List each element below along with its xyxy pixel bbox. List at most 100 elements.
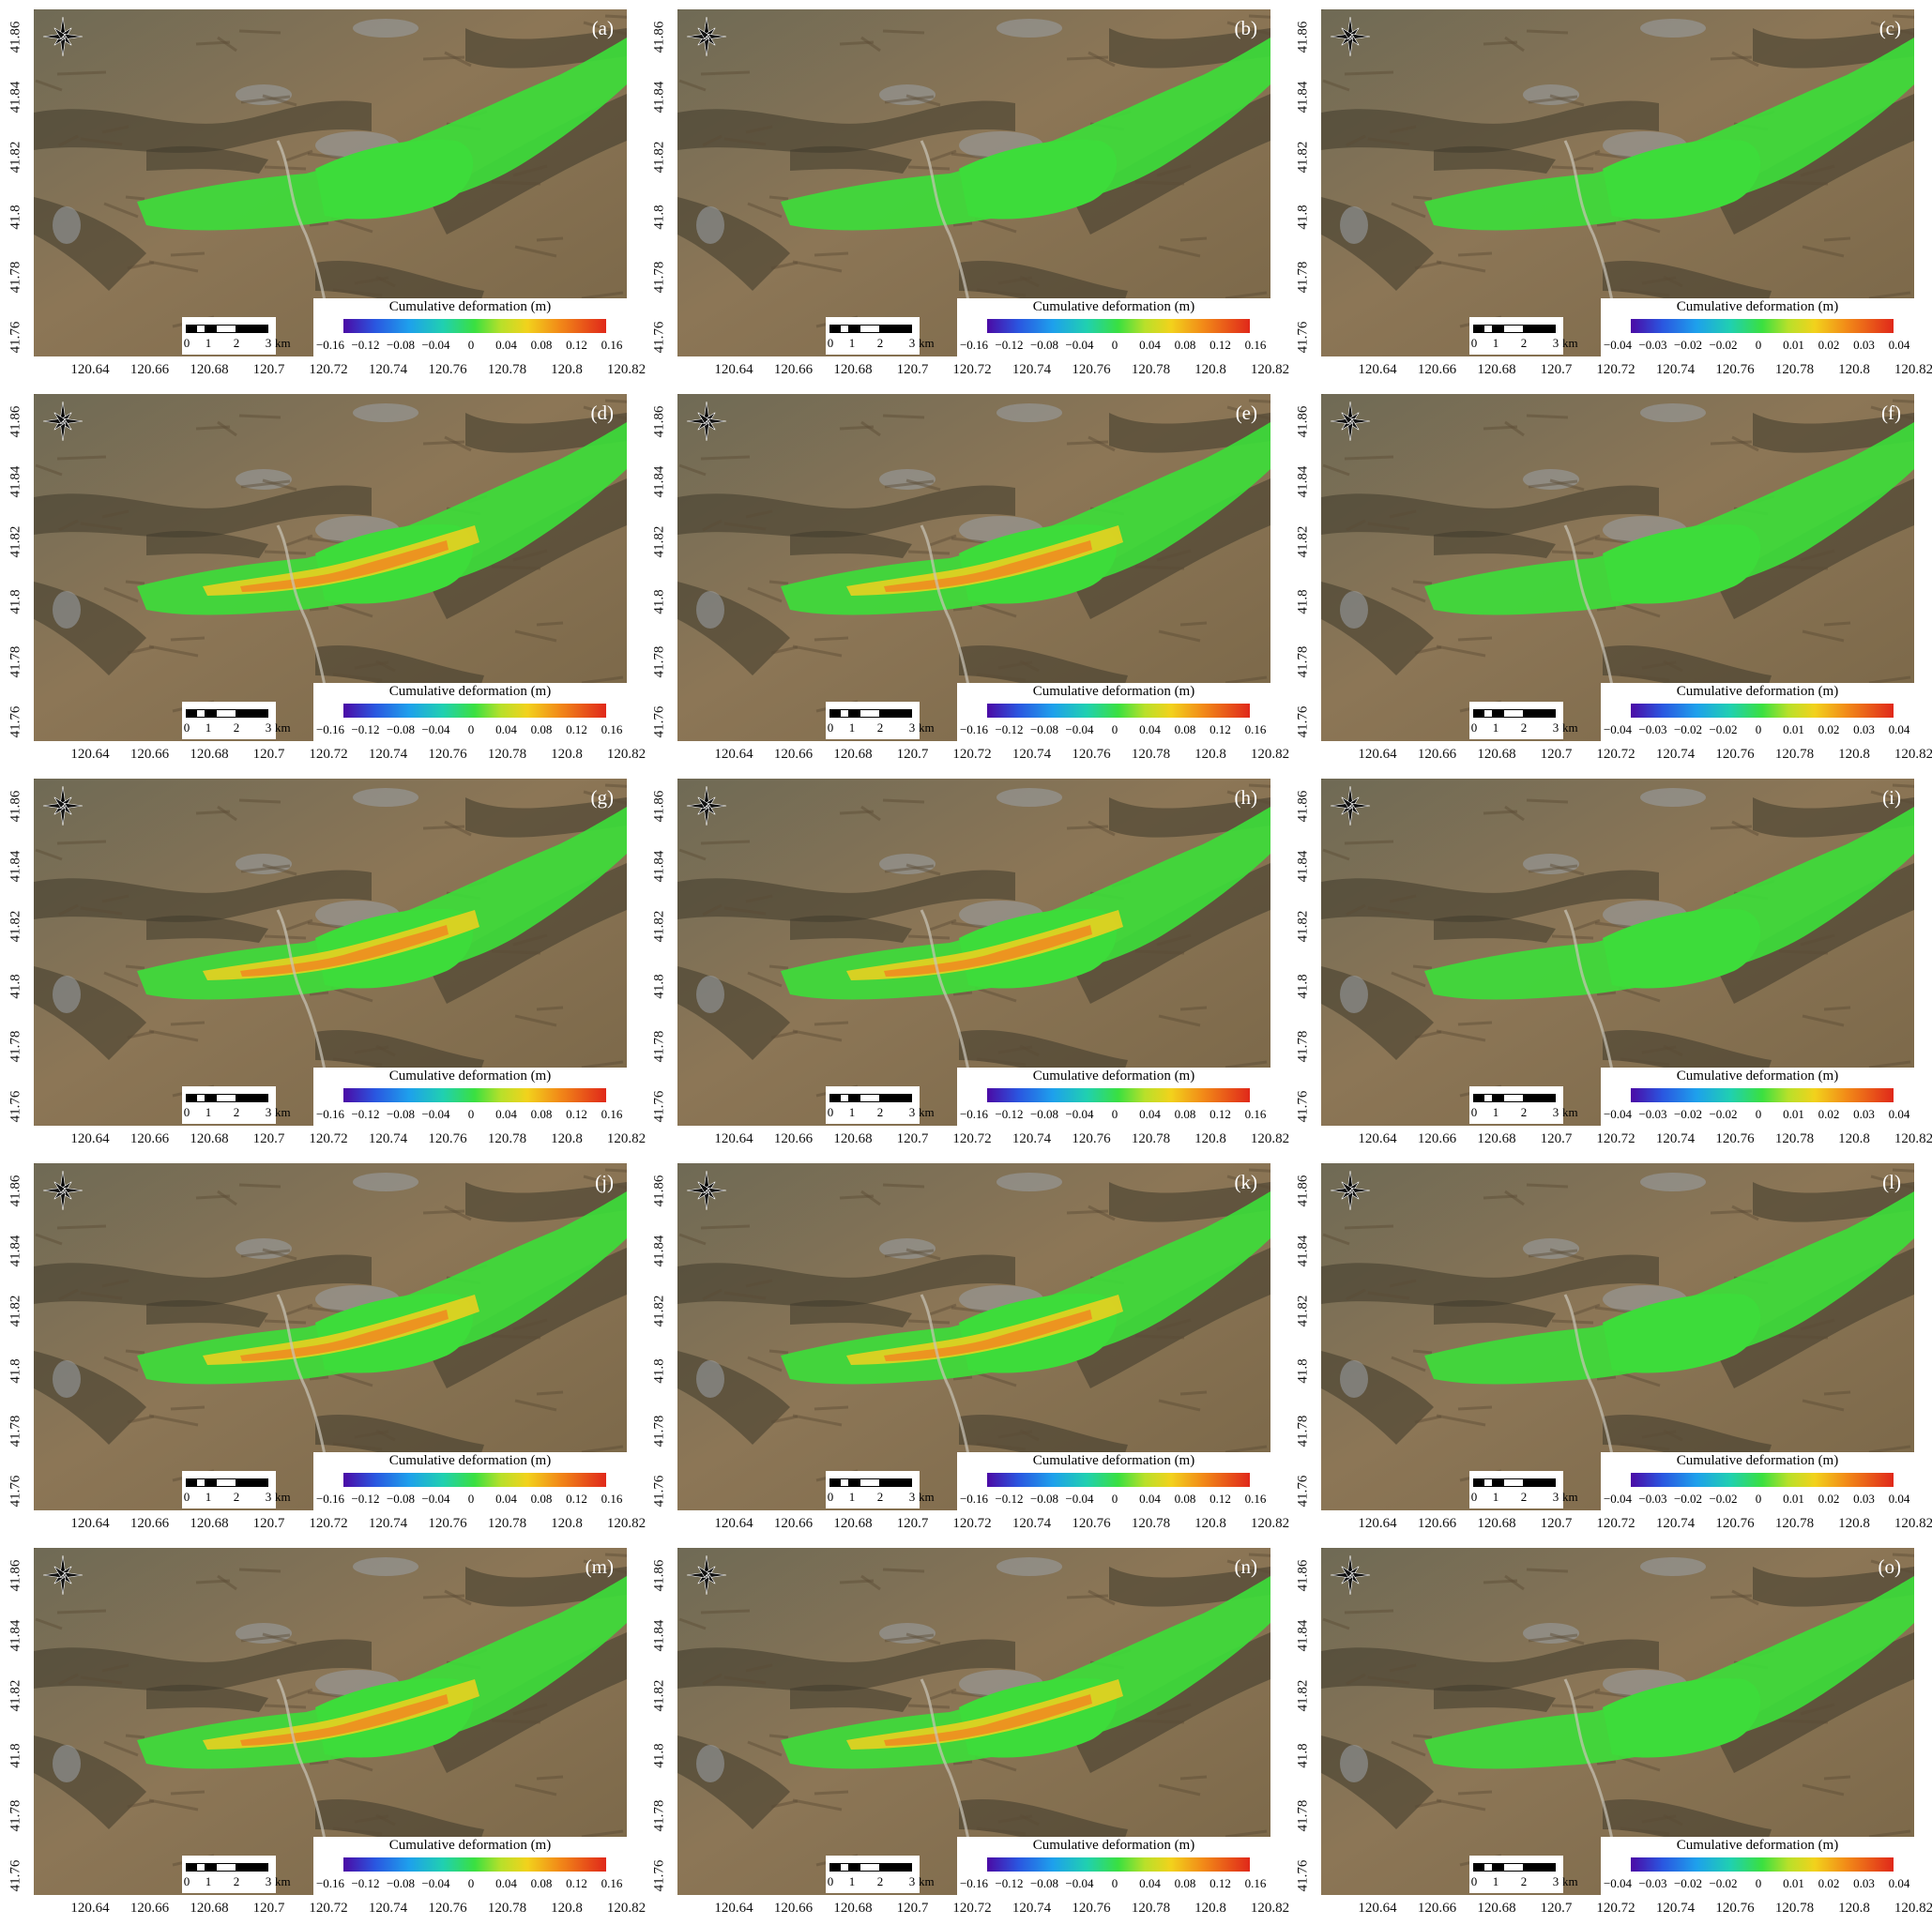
x-tick-label: 120.8 xyxy=(1194,1131,1226,1146)
colorbar-tick: 0 xyxy=(467,722,475,736)
scale-segment xyxy=(860,1094,880,1102)
x-tick-label: 120.72 xyxy=(1596,1901,1635,1916)
x-tick-label: 120.72 xyxy=(309,1516,348,1531)
colorbar-tick: −0.12 xyxy=(995,722,1024,736)
scale-number: 1 xyxy=(848,1874,856,1888)
x-tick-label: 120.72 xyxy=(952,1901,992,1916)
map-panel: (g) 0 1 2 3 km Cumulative deformation (m) −0.16… xyxy=(0,769,646,1154)
x-tick-label: 120.7 xyxy=(1540,1901,1573,1916)
x-tick-label: 120.66 xyxy=(129,362,170,377)
x-tick-label: 120.7 xyxy=(896,1516,929,1531)
colorbar-tick: −0.03 xyxy=(1638,1492,1667,1506)
north-arrow-icon xyxy=(42,401,84,442)
x-tick-label: 120.76 xyxy=(428,747,467,762)
colorbar-tick: 0.04 xyxy=(495,1107,517,1121)
x-tick-label: 120.64 xyxy=(1358,747,1397,762)
scale-number: 0 xyxy=(183,336,190,350)
map-area: (o) 0 1 2 3 km Cumulative deformation (m) −0.04… xyxy=(1321,1548,1914,1895)
scale-number: 0 xyxy=(827,1490,834,1504)
colorbar-title: Cumulative deformation (m) xyxy=(1676,1453,1839,1468)
colorbar-tick: 0.04 xyxy=(1888,1107,1910,1121)
x-tick-label: 120.66 xyxy=(129,747,170,762)
y-tick-label: 41.86 xyxy=(8,790,23,823)
scale-bar: 0 1 2 3 km xyxy=(182,1086,291,1124)
y-tick-label: 41.8 xyxy=(8,974,23,999)
x-tick-label: 120.82 xyxy=(1250,747,1290,762)
scale-bar: 0 1 2 3 km xyxy=(1469,702,1578,739)
north-arrow-icon xyxy=(686,16,727,57)
map-area: (m) 0 1 2 3 km Cumulative deformation (m) −0.16… xyxy=(34,1548,627,1895)
x-tick-label: 120.82 xyxy=(606,1901,647,1916)
x-tick-label: 120.7 xyxy=(252,747,285,762)
colorbar-tick: 0.12 xyxy=(566,1492,587,1506)
map-area: (c) 0 1 2 3 km Cumulative deformation (m) −0.04… xyxy=(1321,9,1914,356)
scale-number: 0 xyxy=(827,1874,834,1888)
colorbar: Cumulative deformation (m) −0.16 −0.12 −0.0… xyxy=(313,1452,627,1510)
scale-number: 3 xyxy=(1552,1105,1559,1119)
scale-number: 1 xyxy=(205,720,212,735)
y-tick-label: 41.78 xyxy=(1295,1415,1311,1448)
scale-number: 1 xyxy=(848,720,856,735)
map-area: (g) 0 1 2 3 km Cumulative deformation (m) −0.16… xyxy=(34,779,627,1126)
scale-bar: 0 1 2 3 km xyxy=(182,702,291,739)
x-tick-label: 120.82 xyxy=(606,1516,647,1531)
scale-segment xyxy=(1483,1478,1493,1487)
x-tick-label: 120.82 xyxy=(1894,747,1932,762)
x-tick-label: 120.7 xyxy=(896,747,929,762)
scale-segment xyxy=(236,1478,268,1487)
colorbar-tick: 0.12 xyxy=(1209,1492,1231,1506)
x-tick-label: 120.64 xyxy=(1358,1516,1397,1531)
colorbar: Cumulative deformation (m) −0.04 −0.03 −0.0… xyxy=(1601,298,1914,356)
colorbar-tick: 0 xyxy=(1755,1492,1762,1506)
x-tick-label: 120.8 xyxy=(551,1131,583,1146)
colorbar-tick: −0.16 xyxy=(959,338,989,352)
x-tick-label: 120.66 xyxy=(129,1516,170,1531)
scale-unit: km xyxy=(275,1490,291,1504)
scale-segment xyxy=(860,1478,880,1487)
colorbar-tick: −0.04 xyxy=(1065,722,1094,736)
x-tick-label: 120.74 xyxy=(1655,747,1696,762)
colorbar-tick: −0.03 xyxy=(1638,1876,1667,1890)
x-tick-label: 120.8 xyxy=(1194,1516,1226,1531)
x-tick-label: 120.78 xyxy=(1774,1131,1815,1146)
x-tick-label: 120.66 xyxy=(773,1516,814,1531)
x-tick-label: 120.64 xyxy=(1358,1901,1397,1916)
x-tick-label: 120.8 xyxy=(1838,1516,1870,1531)
x-tick-label: 120.74 xyxy=(368,1516,408,1531)
x-tick-label: 120.66 xyxy=(129,1131,170,1146)
colorbar-title: Cumulative deformation (m) xyxy=(1032,684,1195,699)
y-tick-label: 41.78 xyxy=(1295,645,1311,678)
x-tick-label: 120.78 xyxy=(1131,362,1171,377)
x-tick-label: 120.82 xyxy=(1250,1901,1290,1916)
x-tick-label: 120.76 xyxy=(428,1901,467,1916)
y-tick-label: 41.86 xyxy=(651,21,667,53)
y-tick-label: 41.76 xyxy=(651,1475,667,1508)
north-arrow-icon xyxy=(1330,1170,1371,1211)
scale-number: 2 xyxy=(1520,1490,1528,1504)
colorbar: Cumulative deformation (m) −0.16 −0.12 −0.0… xyxy=(313,298,627,356)
x-tick-label: 120.8 xyxy=(551,362,583,377)
x-tick-label: 120.66 xyxy=(1417,1516,1457,1531)
colorbar-ramp xyxy=(1631,1473,1894,1487)
colorbar-tick: −0.04 xyxy=(421,1492,450,1506)
x-tick-label: 120.76 xyxy=(1715,1901,1755,1916)
y-tick-label: 41.84 xyxy=(651,1235,667,1267)
map-panel: (c) 0 1 2 3 km Cumulative deformation (m) −0.04… xyxy=(1287,0,1932,385)
y-tick-label: 41.76 xyxy=(651,321,667,354)
colorbar-tick: 0.01 xyxy=(1783,1492,1804,1506)
y-tick-label: 41.8 xyxy=(1295,1358,1311,1384)
y-tick-label: 41.86 xyxy=(651,405,667,438)
colorbar: Cumulative deformation (m) −0.04 −0.03 −0.0… xyxy=(1601,683,1914,741)
y-tick-label: 41.82 xyxy=(651,910,667,943)
colorbar-tick: 0.16 xyxy=(601,338,623,352)
north-arrow-icon xyxy=(686,401,727,442)
scale-unit: km xyxy=(919,1105,935,1119)
x-tick-label: 120.68 xyxy=(1477,1131,1516,1146)
x-tick-label: 120.74 xyxy=(1012,362,1052,377)
x-tick-label: 120.82 xyxy=(1894,1516,1932,1531)
y-tick-label: 41.84 xyxy=(1295,1235,1311,1267)
colorbar-title: Cumulative deformation (m) xyxy=(1032,299,1195,314)
y-tick-label: 41.82 xyxy=(1295,141,1311,174)
scale-number: 2 xyxy=(876,720,884,735)
x-tick-label: 120.78 xyxy=(487,1516,527,1531)
